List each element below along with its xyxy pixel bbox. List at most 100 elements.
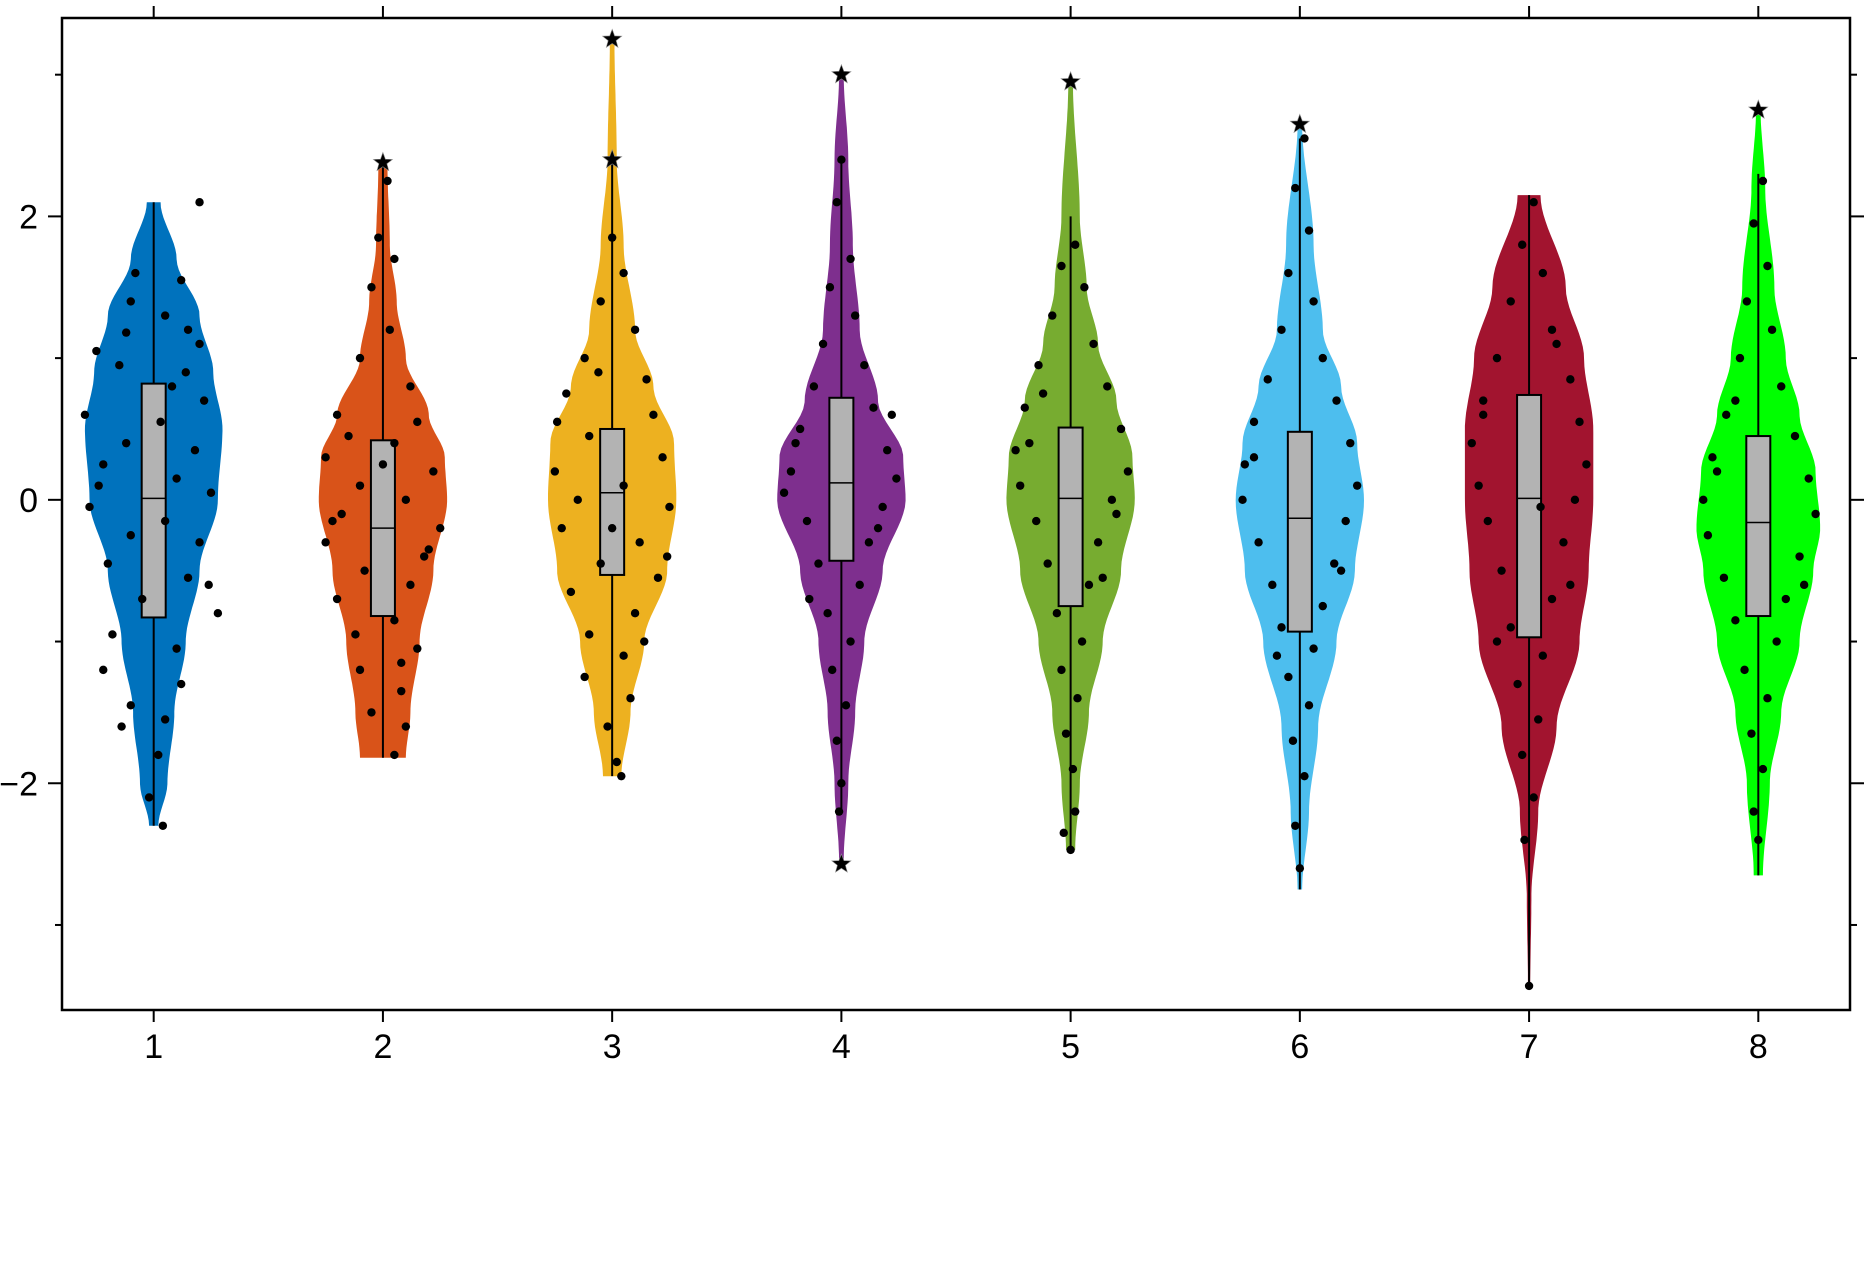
outlier-star-4-0 (831, 853, 852, 873)
data-point-5-21 (1061, 729, 1071, 738)
data-point-1-34 (158, 821, 168, 830)
data-point-4-22 (841, 701, 851, 710)
data-point-1-9 (167, 382, 177, 391)
data-point-8-13 (1703, 531, 1713, 540)
data-point-5-29 (1098, 573, 1107, 582)
data-point-4-16 (864, 538, 874, 547)
data-point-8-21 (1747, 729, 1756, 738)
outlier-star-6-0 (1289, 113, 1311, 134)
data-point-3-26 (617, 771, 626, 781)
data-point-6-15 (1254, 538, 1263, 547)
data-point-3-31 (607, 523, 617, 533)
data-point-6-21 (1284, 672, 1293, 682)
data-point-1-39 (117, 722, 126, 731)
data-point-2-12 (355, 481, 365, 490)
x-tick-label-2: 2 (373, 1028, 392, 1066)
data-point-8-7 (1722, 410, 1731, 419)
data-point-7-2 (1538, 268, 1548, 278)
x-tick-label-4: 4 (832, 1028, 851, 1066)
data-point-2-9 (390, 438, 399, 448)
data-point-1-28 (99, 665, 108, 675)
data-point-2-0 (383, 176, 392, 186)
data-point-5-0 (1071, 240, 1080, 249)
data-point-7-6 (1566, 375, 1575, 384)
data-point-3-7 (649, 410, 658, 419)
data-point-5-9 (1011, 446, 1020, 455)
data-point-5-2 (1080, 283, 1089, 292)
violin-group-6 (1235, 124, 1364, 890)
violin-group-1 (84, 202, 223, 826)
data-point-6-14 (1341, 516, 1350, 526)
data-point-5-5 (1034, 361, 1043, 370)
data-point-2-4 (385, 325, 394, 334)
data-point-3-9 (658, 453, 667, 462)
box-3 (599, 427, 626, 576)
data-point-7-16 (1547, 594, 1557, 604)
data-point-8-15 (1719, 573, 1729, 582)
data-point-2-18 (360, 566, 369, 575)
data-point-4-21 (828, 665, 837, 675)
data-point-7-11 (1474, 481, 1483, 490)
data-point-6-23 (1288, 736, 1298, 745)
data-point-7-23 (1520, 835, 1529, 845)
data-point-6-25 (1291, 821, 1300, 830)
data-point-4-13 (779, 488, 789, 497)
data-point-4-8 (869, 403, 878, 412)
data-point-8-10 (1804, 474, 1813, 483)
data-point-1-36 (181, 368, 190, 377)
data-point-1-11 (199, 396, 209, 405)
data-point-7-17 (1506, 623, 1515, 632)
data-point-6-6 (1318, 353, 1327, 363)
data-point-7-22 (1529, 793, 1538, 802)
data-point-4-20 (846, 637, 855, 646)
data-point-5-19 (1057, 665, 1066, 675)
data-point-5-16 (1084, 580, 1094, 590)
data-point-1-8 (115, 361, 124, 370)
data-point-7-5 (1492, 353, 1502, 363)
data-point-2-15 (436, 523, 445, 533)
x-tick-label-8: 8 (1749, 1028, 1768, 1066)
data-point-4-5 (818, 339, 828, 349)
data-point-6-12 (1352, 481, 1362, 490)
data-point-1-13 (121, 438, 131, 448)
data-point-8-16 (1781, 594, 1791, 604)
data-point-3-0 (607, 233, 617, 242)
data-point-2-20 (332, 594, 342, 604)
data-point-6-0 (1300, 134, 1309, 143)
data-point-3-16 (596, 559, 605, 568)
data-point-2-5 (355, 353, 365, 363)
data-point-1-14 (190, 446, 200, 455)
data-point-4-28 (887, 410, 897, 419)
data-point-2-13 (401, 495, 411, 505)
data-point-1-3 (126, 297, 135, 306)
x-tick-label-3: 3 (603, 1028, 622, 1066)
data-point-7-24 (1524, 981, 1534, 991)
data-point-8-25 (1712, 467, 1722, 476)
data-point-3-14 (557, 523, 566, 533)
data-point-2-25 (397, 686, 406, 696)
data-point-8-2 (1763, 261, 1772, 271)
data-point-1-24 (138, 594, 147, 604)
data-point-2-29 (344, 431, 353, 441)
x-tick-label-5: 5 (1061, 1028, 1080, 1066)
y-tick-label-1: 0 (19, 482, 38, 520)
violin-group-8 (1696, 110, 1821, 876)
data-point-1-27 (172, 644, 181, 653)
data-point-1-22 (103, 559, 113, 568)
data-point-4-7 (809, 382, 819, 391)
data-point-4-4 (850, 311, 860, 320)
data-point-7-3 (1506, 297, 1515, 306)
data-point-2-14 (337, 509, 346, 519)
data-point-3-1 (619, 268, 628, 278)
data-point-1-26 (108, 630, 117, 639)
data-point-6-17 (1268, 580, 1277, 590)
data-point-2-21 (390, 616, 399, 625)
data-point-2-3 (367, 283, 376, 292)
data-point-4-29 (805, 594, 814, 604)
data-point-1-38 (204, 580, 213, 590)
data-point-6-8 (1332, 396, 1341, 405)
data-point-1-17 (206, 488, 216, 497)
data-point-2-22 (351, 630, 360, 639)
data-point-8-22 (1758, 764, 1768, 774)
